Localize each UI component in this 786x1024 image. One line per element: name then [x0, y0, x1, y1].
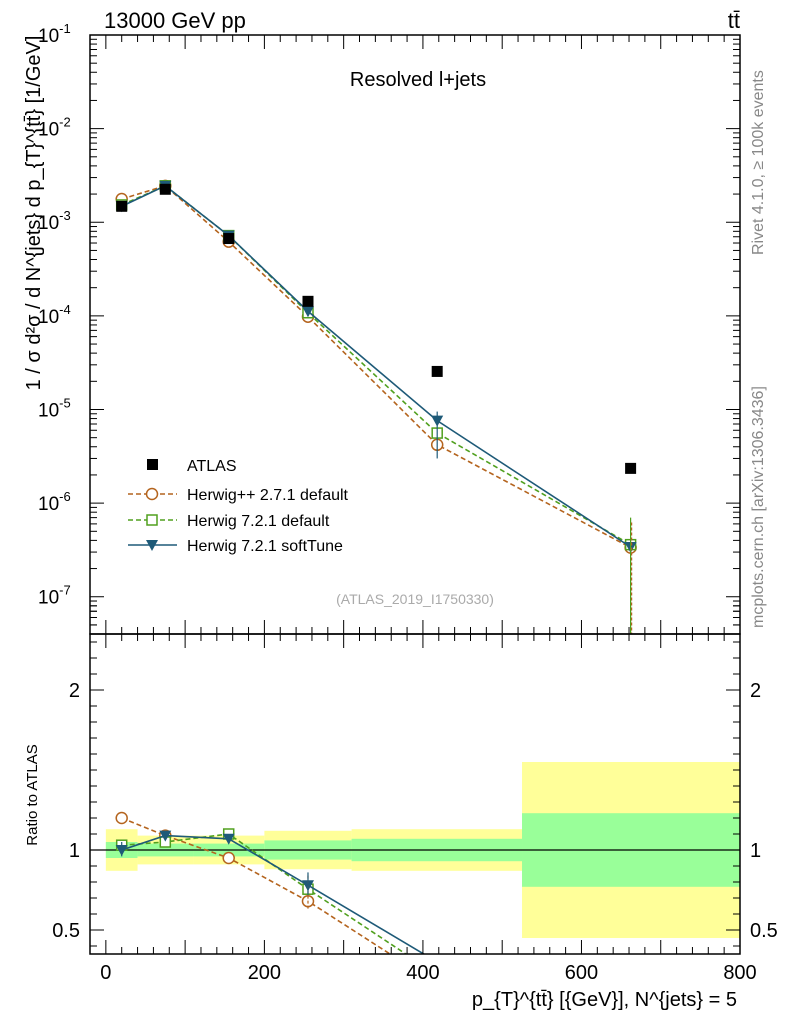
x-tick-label: 0	[100, 962, 111, 984]
ratio-panel: 0.5 0.5 1 1 2 2 0 200 400 600 800 Ratio to ATLAS p…	[24, 633, 778, 1011]
ratio-tick-label: 0.5	[52, 920, 80, 942]
main-panel: 10-710-610-510-410-310-210-1 Resolved l+…	[23, 21, 741, 635]
y-tick-label: 10-6	[38, 489, 71, 515]
legend-atlas-label: ATLAS	[187, 458, 237, 475]
y-tick-label-exponent: -5	[59, 395, 71, 410]
atlas-data-point	[223, 233, 235, 245]
ratio-point-0	[222, 851, 235, 865]
ratio-y-label: Ratio to ATLAS	[24, 744, 41, 845]
ratio-bands	[90, 762, 740, 938]
x-tick-label: 200	[248, 962, 281, 984]
y-tick-label: 10-5	[38, 395, 71, 421]
atlas-data-point	[159, 183, 171, 195]
series-line-1	[121, 184, 632, 546]
y-tick-label-exponent: -2	[59, 115, 71, 130]
y-axis-label: 1 / σ d²σ / d N^{jets} d p_{T}^{tt̄} [1/…	[23, 36, 45, 391]
rivet-label: Rivet 4.1.0, ≥ 100k events	[750, 70, 767, 255]
y-tick-label-exponent: -3	[59, 208, 71, 223]
energy-label: 13000 GeV pp	[104, 8, 246, 33]
atlas-data-point	[625, 462, 637, 474]
main-ticks: 10-710-610-510-410-310-210-1	[38, 21, 741, 635]
legend-herwigpp-label: Herwig++ 2.7.1 default	[187, 487, 349, 504]
legend-herwigpp-marker	[145, 487, 159, 501]
ratio-tick-label-right: 1	[750, 840, 761, 862]
y-tick-label-exponent: -1	[59, 21, 71, 36]
mcplots-label: mcplots.cern.ch [arXiv:1306.3436]	[750, 386, 767, 628]
legend-herwig7-label: Herwig 7.2.1 default	[187, 513, 330, 530]
ratio-frame	[89, 633, 741, 955]
analysis-id: (ATLAS_2019_I1750330)	[336, 591, 494, 607]
x-axis-label: p_{T}^{tt̄} [{GeV}], N^{jets} = 5	[472, 989, 737, 1011]
series-line-0	[121, 184, 631, 549]
main-series	[115, 179, 637, 634]
ratio-series	[115, 811, 426, 954]
legend-atlas-marker	[147, 459, 158, 470]
ratio-point-0	[115, 811, 128, 825]
atlas-data-point	[302, 295, 314, 307]
legend: ATLAS Herwig++ 2.7.1 default Herwig 7.2.…	[128, 458, 349, 555]
x-tick-label: 800	[723, 962, 756, 984]
legend-softtune-label: Herwig 7.2.1 softTune	[187, 538, 343, 555]
ratio-tick-label-right: 0.5	[750, 920, 778, 942]
ratio-tick-label: 2	[69, 680, 80, 702]
series-line-2	[121, 184, 632, 548]
process-label: tt̄	[728, 8, 740, 33]
legend-herwig7-marker	[146, 514, 158, 526]
atlas-data-point	[431, 365, 443, 377]
ratio-tick-label: 1	[69, 840, 80, 862]
y-tick-label-exponent: -4	[59, 302, 71, 317]
ratio-ticks: 0.5 0.5 1 1 2 2 0 200 400 600 800	[52, 634, 778, 984]
series-point-2	[301, 306, 314, 318]
ratio-tick-label-right: 2	[750, 680, 761, 702]
ratio-point-2	[159, 830, 172, 842]
y-tick-label-exponent: -7	[59, 583, 71, 598]
y-tick-label-exponent: -6	[59, 489, 71, 504]
chart-title: Resolved l+jets	[350, 69, 486, 91]
ratio-point-2	[222, 833, 235, 845]
atlas-data-point	[116, 200, 128, 212]
legend-softtune-marker	[146, 540, 158, 551]
ratio-line-2	[121, 834, 426, 954]
x-tick-label: 400	[406, 962, 439, 984]
x-tick-label: 600	[565, 962, 598, 984]
y-tick-label: 10-7	[38, 583, 71, 609]
